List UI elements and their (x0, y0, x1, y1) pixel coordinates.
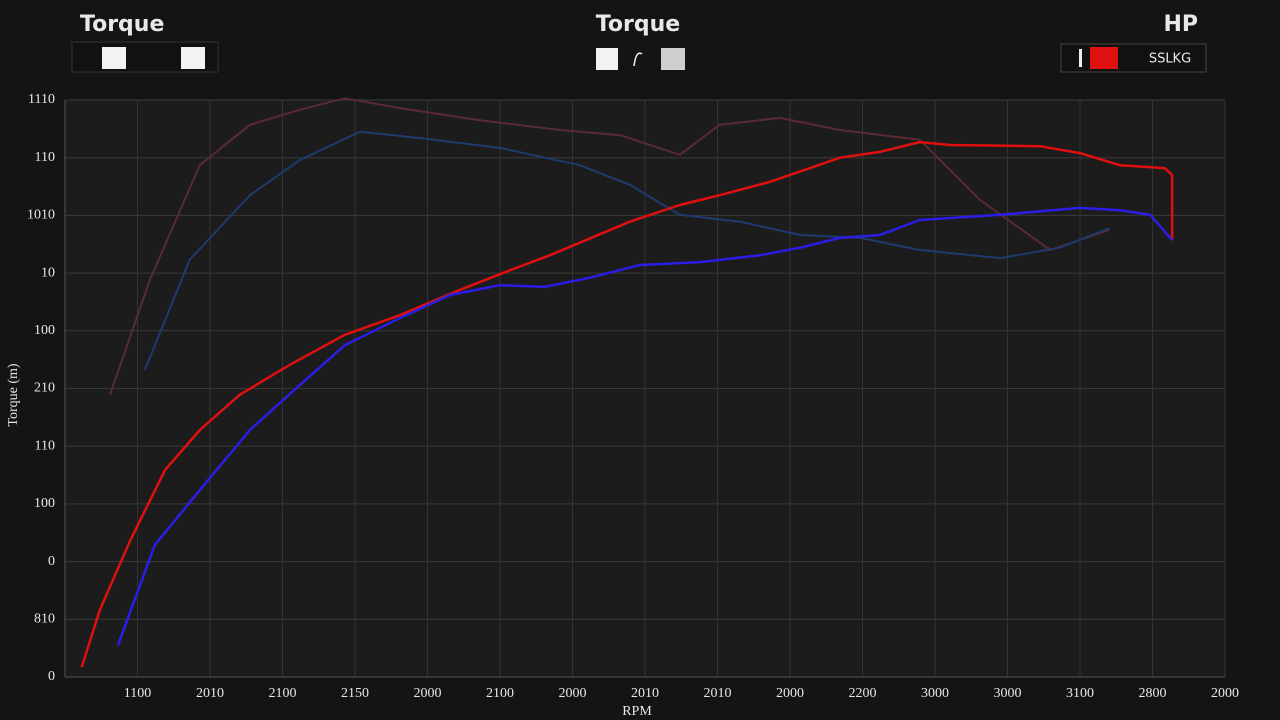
toggle-button[interactable] (181, 47, 205, 69)
x-axis-label: RPM (622, 704, 652, 719)
y-tick-label: 100 (34, 496, 55, 511)
x-tick-label: 1100 (124, 686, 151, 701)
x-tick-label: 2010 (704, 686, 732, 701)
x-tick-label: 2800 (1139, 686, 1167, 701)
hp-box[interactable] (1060, 43, 1207, 73)
y-tick-label: 810 (34, 612, 55, 627)
y-tick-label: 110 (35, 150, 55, 165)
x-tick-label: 2000 (1211, 686, 1239, 701)
x-tick-label: 2010 (196, 686, 224, 701)
indicator (1079, 49, 1082, 67)
y-tick-label: 10 (41, 265, 55, 280)
x-tick-label: 2200 (849, 686, 877, 701)
x-tick-label: 2010 (631, 686, 659, 701)
series-line (143, 130, 1111, 371)
x-tick-label: 2000 (559, 686, 587, 701)
x-tick-label: 2000 (414, 686, 442, 701)
x-tick-label: 3000 (994, 686, 1022, 701)
y-tick-label: 110 (35, 438, 55, 453)
panel-title: Torque (80, 12, 164, 37)
panel-title: HP (1163, 12, 1198, 37)
tool-button[interactable] (661, 48, 685, 70)
tool-button[interactable] (596, 48, 618, 70)
toggle-button[interactable] (102, 47, 126, 69)
series-line (109, 97, 1111, 396)
y-tick-label: 1010 (27, 208, 55, 223)
y-axis-label: Torque (m) (6, 363, 21, 427)
x-tick-label: 3000 (921, 686, 949, 701)
y-tick-label: 0 (48, 669, 55, 684)
hp-badge: SSLKG (1149, 52, 1191, 67)
x-tick-label: 2150 (341, 686, 369, 701)
series-line (116, 206, 1174, 646)
hp-swatch (1090, 47, 1118, 69)
tool-icon (633, 52, 643, 67)
x-tick-label: 3100 (1066, 686, 1094, 701)
y-tick-label: 210 (34, 381, 55, 396)
series-line (80, 140, 1174, 668)
x-tick-label: 2000 (776, 686, 804, 701)
x-tick-label: 2100 (269, 686, 297, 701)
y-tick-label: 100 (34, 323, 55, 338)
x-tick-label: 2100 (486, 686, 514, 701)
panel-title: Torque (596, 12, 680, 37)
y-tick-label: 0 (48, 554, 55, 569)
y-tick-label: 1110 (28, 92, 55, 107)
